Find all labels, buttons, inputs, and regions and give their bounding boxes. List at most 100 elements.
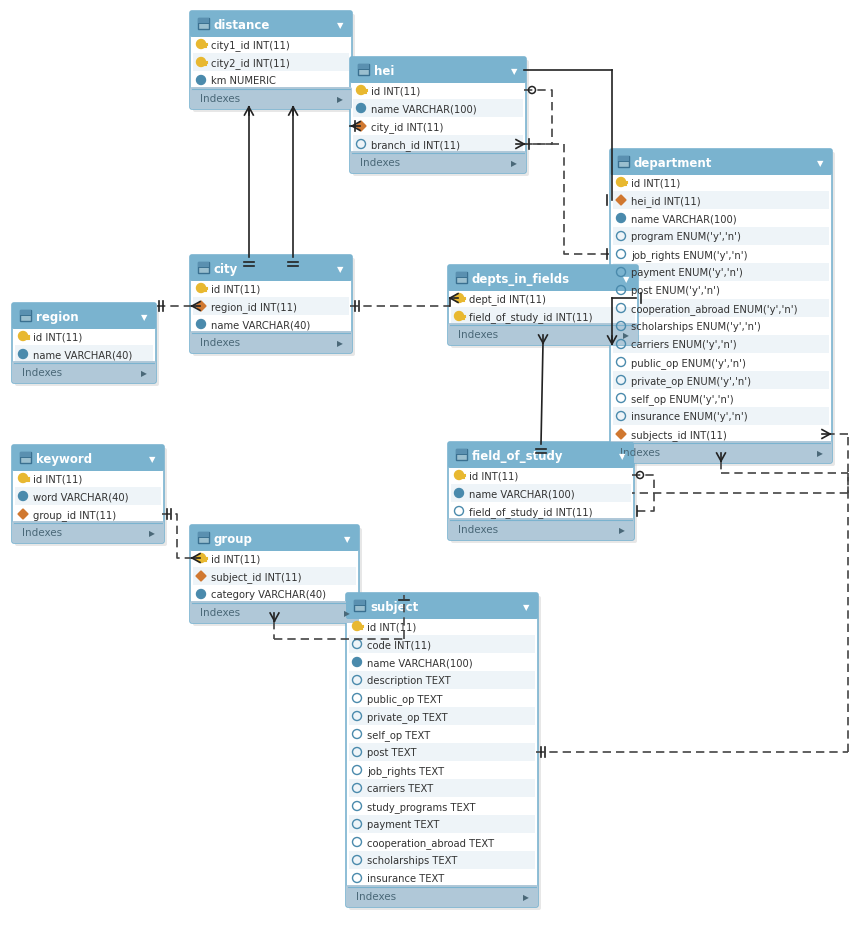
Text: ▼: ▼ xyxy=(149,454,156,464)
Text: post TEXT: post TEXT xyxy=(367,747,416,758)
Bar xyxy=(613,336,829,353)
Bar xyxy=(193,333,349,343)
Bar xyxy=(613,407,829,426)
FancyBboxPatch shape xyxy=(451,446,637,544)
Text: field_of_study_id INT(11): field_of_study_id INT(11) xyxy=(469,506,592,517)
Polygon shape xyxy=(18,509,28,520)
Text: id INT(11): id INT(11) xyxy=(33,474,82,484)
Text: carriers ENUM('y','n'): carriers ENUM('y','n') xyxy=(631,340,737,350)
Text: name VARCHAR(40): name VARCHAR(40) xyxy=(211,320,310,330)
Polygon shape xyxy=(356,122,366,132)
FancyBboxPatch shape xyxy=(190,602,359,624)
Bar xyxy=(613,228,829,246)
Bar xyxy=(193,54,349,72)
Text: Indexes: Indexes xyxy=(360,158,400,169)
Bar xyxy=(450,279,636,289)
Text: id INT(11): id INT(11) xyxy=(211,285,260,294)
Text: ▶: ▶ xyxy=(344,608,350,617)
Text: ▼: ▼ xyxy=(343,534,350,544)
Bar xyxy=(451,307,635,326)
Circle shape xyxy=(19,492,27,501)
Bar xyxy=(349,779,535,797)
Text: public_op ENUM('y','n'): public_op ENUM('y','n') xyxy=(631,358,745,368)
Bar xyxy=(15,364,153,382)
Text: payment ENUM('y','n'): payment ENUM('y','n') xyxy=(631,268,743,278)
Text: ▼: ▼ xyxy=(817,159,824,168)
Bar xyxy=(353,154,523,163)
Circle shape xyxy=(19,350,27,359)
Polygon shape xyxy=(196,571,206,582)
Bar xyxy=(15,364,153,372)
Text: depts_in_fields: depts_in_fields xyxy=(472,272,570,286)
Polygon shape xyxy=(196,302,206,311)
Text: subject_id INT(11): subject_id INT(11) xyxy=(211,571,302,583)
Text: ▶: ▶ xyxy=(817,448,823,458)
Bar xyxy=(353,136,523,154)
Bar xyxy=(348,606,536,617)
FancyBboxPatch shape xyxy=(12,446,164,471)
Text: ▼: ▼ xyxy=(523,603,530,611)
Circle shape xyxy=(196,58,206,68)
Circle shape xyxy=(455,294,463,303)
Circle shape xyxy=(353,658,361,666)
Text: region: region xyxy=(36,310,78,324)
Circle shape xyxy=(356,105,366,113)
Bar xyxy=(20,310,31,322)
FancyBboxPatch shape xyxy=(12,362,156,384)
Bar xyxy=(450,455,632,466)
Text: name VARCHAR(100): name VARCHAR(100) xyxy=(631,214,737,225)
Text: word VARCHAR(40): word VARCHAR(40) xyxy=(33,492,128,502)
Bar xyxy=(456,272,467,278)
Text: ▶: ▶ xyxy=(149,528,155,538)
Bar xyxy=(349,851,535,869)
Text: ▼: ▼ xyxy=(511,67,518,76)
Text: Indexes: Indexes xyxy=(22,368,62,378)
Bar xyxy=(198,532,209,544)
FancyBboxPatch shape xyxy=(190,12,352,109)
FancyBboxPatch shape xyxy=(190,526,359,551)
Text: branch_id INT(11): branch_id INT(11) xyxy=(371,140,460,150)
Text: Indexes: Indexes xyxy=(458,525,498,535)
Circle shape xyxy=(356,87,366,95)
FancyBboxPatch shape xyxy=(448,324,638,346)
Text: Indexes: Indexes xyxy=(22,528,62,538)
Bar xyxy=(192,268,350,280)
Bar xyxy=(451,326,635,335)
Circle shape xyxy=(616,214,626,224)
Circle shape xyxy=(19,474,27,483)
Text: field_of_study_id INT(11): field_of_study_id INT(11) xyxy=(469,311,592,323)
Bar xyxy=(192,539,357,549)
Text: insurance TEXT: insurance TEXT xyxy=(367,874,445,883)
Bar xyxy=(353,100,523,118)
Circle shape xyxy=(196,590,206,599)
Text: Indexes: Indexes xyxy=(200,338,240,348)
Circle shape xyxy=(196,320,206,329)
FancyBboxPatch shape xyxy=(610,149,832,176)
Text: ▶: ▶ xyxy=(141,368,147,378)
Bar xyxy=(613,191,829,209)
Text: id INT(11): id INT(11) xyxy=(631,178,680,188)
Bar xyxy=(198,263,209,268)
FancyBboxPatch shape xyxy=(190,331,352,353)
FancyBboxPatch shape xyxy=(346,885,538,907)
Circle shape xyxy=(353,622,361,631)
Polygon shape xyxy=(616,196,626,206)
Bar xyxy=(349,671,535,689)
Bar xyxy=(20,452,31,464)
Circle shape xyxy=(19,332,27,341)
Bar xyxy=(353,154,523,171)
Text: group_id INT(11): group_id INT(11) xyxy=(33,509,116,521)
FancyBboxPatch shape xyxy=(350,58,526,174)
FancyBboxPatch shape xyxy=(15,448,167,546)
Bar xyxy=(193,604,356,622)
Circle shape xyxy=(455,312,463,321)
Bar xyxy=(193,604,356,612)
Text: ▶: ▶ xyxy=(337,95,343,104)
Bar xyxy=(451,326,635,344)
Text: ▼: ▼ xyxy=(337,21,343,30)
FancyBboxPatch shape xyxy=(12,304,156,329)
Text: id INT(11): id INT(11) xyxy=(371,87,420,96)
Text: department: department xyxy=(634,157,712,169)
Text: self_op ENUM('y','n'): self_op ENUM('y','n') xyxy=(631,393,734,405)
Text: distance: distance xyxy=(214,19,270,32)
